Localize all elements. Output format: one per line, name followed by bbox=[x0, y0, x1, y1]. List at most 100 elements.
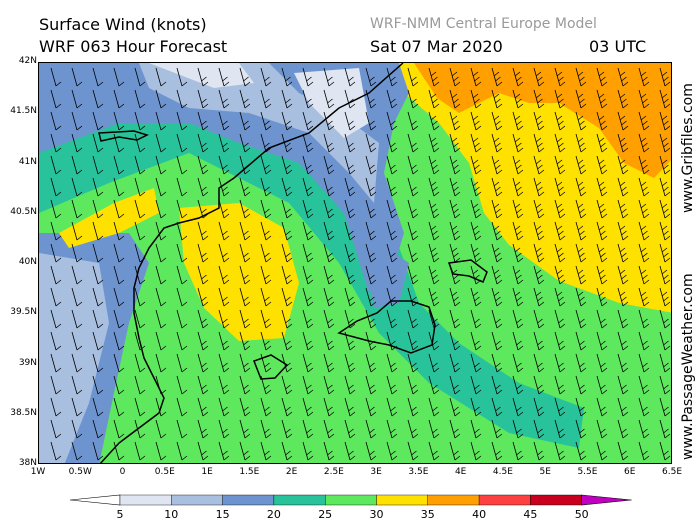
wind-barb bbox=[302, 309, 314, 329]
wind-barb bbox=[575, 419, 587, 439]
wind-barb bbox=[155, 353, 167, 373]
wind-barb bbox=[449, 221, 461, 241]
wind-barb bbox=[260, 397, 272, 417]
wind-barb bbox=[134, 111, 146, 131]
wind-barb bbox=[197, 331, 209, 351]
wind-barb bbox=[365, 177, 377, 197]
wind-barb bbox=[92, 441, 104, 461]
wind-barb bbox=[617, 419, 629, 439]
wind-barb bbox=[596, 133, 608, 153]
lon-tick-label: 6.5E bbox=[662, 467, 682, 477]
wind-barb bbox=[575, 309, 587, 329]
wind-barb bbox=[281, 111, 293, 131]
wind-barb bbox=[512, 89, 524, 109]
wind-barb bbox=[50, 177, 62, 197]
wind-barb bbox=[365, 89, 377, 109]
gribfiles-credit: www.Gribfiles.com bbox=[680, 83, 696, 213]
wind-barb bbox=[386, 419, 398, 439]
wind-barb bbox=[113, 309, 125, 329]
wind-barb bbox=[281, 441, 293, 461]
wind-barb bbox=[71, 265, 83, 285]
wind-barb bbox=[554, 155, 566, 175]
wind-barb bbox=[491, 375, 503, 395]
wind-barbs bbox=[50, 67, 671, 461]
wind-barb bbox=[533, 441, 545, 461]
wind-barb bbox=[260, 155, 272, 175]
wind-barb bbox=[323, 89, 335, 109]
wind-barb bbox=[638, 287, 650, 307]
wind-barb bbox=[596, 199, 608, 219]
field-calm-1 bbox=[149, 63, 254, 88]
wind-barb bbox=[50, 441, 62, 461]
wind-barb bbox=[113, 265, 125, 285]
wind-barb bbox=[281, 67, 293, 87]
wind-barb bbox=[176, 375, 188, 395]
wind-barb bbox=[260, 441, 272, 461]
wind-barb bbox=[260, 287, 272, 307]
wind-barb bbox=[470, 111, 482, 131]
wind-barb bbox=[659, 331, 671, 351]
lat-tick-label: 41.5N bbox=[10, 106, 37, 117]
wind-barb bbox=[428, 243, 440, 263]
wind-barb bbox=[554, 375, 566, 395]
wind-barb bbox=[617, 155, 629, 175]
wind-barb bbox=[470, 177, 482, 197]
wind-barb bbox=[512, 133, 524, 153]
wind-barb bbox=[71, 353, 83, 373]
wind-barb bbox=[428, 111, 440, 131]
field-fresh-band bbox=[39, 93, 584, 448]
wind-barb bbox=[533, 265, 545, 285]
wind-barb bbox=[155, 177, 167, 197]
wind-barb bbox=[260, 309, 272, 329]
wind-barb bbox=[596, 243, 608, 263]
wind-barb bbox=[176, 309, 188, 329]
wind-barb bbox=[260, 67, 272, 87]
wind-barb bbox=[449, 441, 461, 461]
wind-barb bbox=[71, 221, 83, 241]
wind-barb bbox=[281, 375, 293, 395]
wind-barb bbox=[449, 287, 461, 307]
colorbar-swatch bbox=[478, 494, 531, 506]
wind-barb bbox=[344, 67, 356, 87]
wind-barb bbox=[428, 89, 440, 109]
wind-barb bbox=[197, 309, 209, 329]
wind-barb bbox=[239, 67, 251, 87]
wind-barb bbox=[386, 375, 398, 395]
wind-barb bbox=[470, 243, 482, 263]
wind-barb bbox=[239, 265, 251, 285]
wind-barb bbox=[512, 111, 524, 131]
wind-barb bbox=[71, 155, 83, 175]
wind-barb bbox=[281, 331, 293, 351]
wind-barb bbox=[71, 243, 83, 263]
wind-barb bbox=[323, 133, 335, 153]
wind-barb bbox=[281, 133, 293, 153]
wind-barb bbox=[470, 397, 482, 417]
wind-barb bbox=[260, 133, 272, 153]
wind-barb bbox=[113, 441, 125, 461]
wind-barb bbox=[155, 419, 167, 439]
wind-barb bbox=[260, 265, 272, 285]
wind-barb bbox=[365, 441, 377, 461]
wind-barb bbox=[281, 309, 293, 329]
wind-barb bbox=[470, 441, 482, 461]
wind-barb bbox=[71, 419, 83, 439]
wind-barb bbox=[155, 309, 167, 329]
wind-barb bbox=[344, 111, 356, 131]
wind-barb bbox=[92, 155, 104, 175]
wind-barb bbox=[407, 265, 419, 285]
wind-barb bbox=[575, 441, 587, 461]
wind-barb bbox=[197, 243, 209, 263]
wind-barb bbox=[407, 155, 419, 175]
wind-barb bbox=[512, 67, 524, 87]
wind-barb bbox=[470, 67, 482, 87]
lat-tick-label: 38.5N bbox=[10, 407, 37, 418]
wind-barb bbox=[155, 441, 167, 461]
colorbar-swatch bbox=[427, 494, 480, 506]
wind-barb bbox=[113, 89, 125, 109]
wind-barb bbox=[596, 221, 608, 241]
wind-barb bbox=[281, 419, 293, 439]
wind-barb bbox=[407, 397, 419, 417]
wind-barb bbox=[491, 155, 503, 175]
wind-barb bbox=[113, 331, 125, 351]
wind-barb bbox=[407, 419, 419, 439]
